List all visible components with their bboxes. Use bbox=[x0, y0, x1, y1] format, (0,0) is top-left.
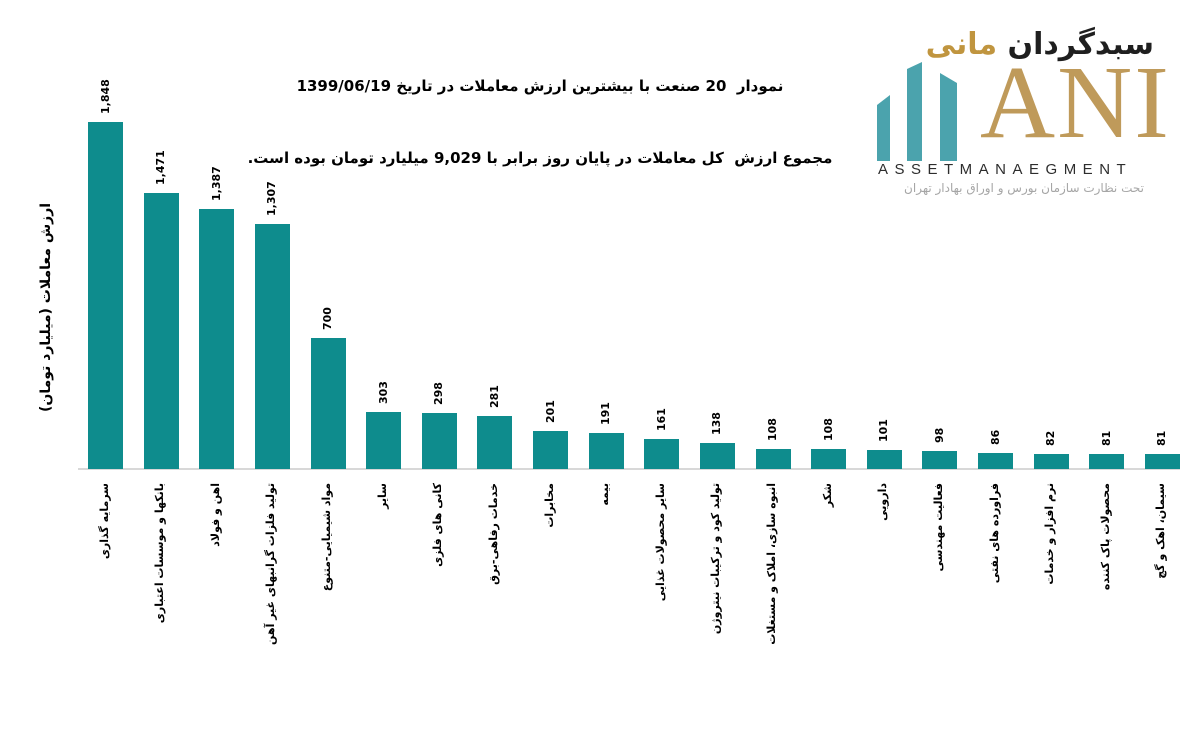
bar bbox=[1033, 453, 1069, 469]
bar-value-label: 191 bbox=[599, 402, 613, 426]
bar bbox=[88, 122, 123, 469]
bar bbox=[922, 450, 958, 469]
bar bbox=[533, 431, 569, 469]
bar-value-label: 138 bbox=[710, 412, 724, 436]
bar bbox=[366, 412, 402, 469]
category-label: سرمایه گذاری bbox=[97, 483, 111, 560]
category-label: اهن و فولاد bbox=[208, 483, 222, 547]
bar bbox=[1089, 453, 1125, 469]
bar bbox=[1144, 453, 1180, 469]
category-label: فراورده های نفتی bbox=[987, 483, 1001, 584]
chart-title: نمودار 20 صنعت با بیشترین ارزش معاملات د… bbox=[160, 26, 920, 218]
bar bbox=[421, 413, 457, 469]
category-label: تولید فلزات گرانبهای غیر آهن bbox=[264, 483, 278, 645]
bar-value-label: 101 bbox=[877, 419, 891, 443]
logo-brand-en: ANI bbox=[980, 45, 1171, 160]
category-label: بانکها و موسسات اعتباری bbox=[153, 483, 167, 624]
bar bbox=[866, 450, 902, 469]
bar bbox=[143, 192, 179, 469]
bar-value-label: 281 bbox=[487, 385, 501, 409]
bar bbox=[310, 337, 346, 469]
bar bbox=[254, 223, 290, 469]
category-label: شکر bbox=[820, 483, 834, 508]
bar bbox=[644, 438, 680, 469]
logo-tagline: تحت نظارت سازمان بورس و اوراق بهادار تهر… bbox=[904, 181, 1144, 195]
bar-value-label: 298 bbox=[432, 382, 446, 406]
logo-brand-persian: سبدگردان مانی bbox=[926, 27, 1154, 62]
bar-value-label: 81 bbox=[1099, 430, 1113, 446]
category-label: مواد شیمیایی-متنوع bbox=[320, 483, 334, 592]
x-axis-line bbox=[78, 468, 1180, 470]
bar bbox=[811, 448, 847, 469]
category-label: کانی های فلزی bbox=[431, 483, 445, 567]
logo-bars-icon bbox=[877, 62, 957, 161]
bar-value-label: 81 bbox=[1155, 430, 1169, 446]
bar-value-label: 98 bbox=[932, 427, 946, 443]
chart-title-line1: نمودار 20 صنعت با بیشترین ارزش معاملات د… bbox=[296, 77, 784, 95]
bar-value-label: 108 bbox=[766, 417, 780, 441]
bar-value-label: 303 bbox=[376, 381, 390, 405]
bar-value-label: 86 bbox=[988, 429, 1002, 445]
bar bbox=[477, 416, 513, 469]
logo-brand-persian-mani: مانی bbox=[925, 27, 998, 62]
bar-value-label: 1,307 bbox=[265, 180, 279, 216]
bar-value-label: 1,848 bbox=[98, 79, 112, 114]
bar-value-label: 1,387 bbox=[209, 165, 223, 201]
chart-title-line2: مجموع ارزش کل معاملات در پایان روز برابر… bbox=[247, 149, 833, 167]
logo-subtitle-en: ASSETMANAEGMENT bbox=[878, 161, 1133, 178]
bar-value-label: 700 bbox=[321, 306, 335, 330]
category-label: مخابرات bbox=[542, 483, 556, 528]
logo-brand-persian-name: سبدگردان bbox=[1007, 27, 1154, 62]
category-label: بیمه bbox=[598, 483, 612, 506]
bar bbox=[588, 433, 624, 469]
bar bbox=[199, 208, 235, 469]
category-label: سیمان، اهک و گچ bbox=[1154, 483, 1168, 579]
category-label: انبوه سازی، املاک و مستغلات bbox=[765, 483, 779, 645]
bar-value-label: 201 bbox=[543, 400, 557, 424]
category-label: فعالیت مهندسی bbox=[931, 483, 945, 572]
bar-value-label: 82 bbox=[1044, 430, 1058, 446]
category-label: نرم افزار و خدمات bbox=[1043, 483, 1057, 585]
company-logo: سبدگردان مانی ANI ASSETMANAEGMENT تحت نظ… bbox=[868, 15, 1180, 203]
bar-value-label: 108 bbox=[821, 417, 835, 441]
bar bbox=[699, 443, 735, 469]
category-label: سایر محصولات غذایی bbox=[653, 483, 667, 602]
category-label: محصولات پاک کننده bbox=[1098, 483, 1112, 591]
bar-value-label: 161 bbox=[654, 407, 668, 431]
bar bbox=[978, 452, 1014, 469]
bar-value-label: 1,471 bbox=[154, 149, 168, 185]
category-label: دارویی bbox=[876, 483, 890, 521]
bar bbox=[755, 448, 791, 469]
category-label: خدمات رفاهی-برق bbox=[486, 483, 500, 585]
category-label: سایر bbox=[375, 483, 389, 509]
category-label: تولید کود و ترکیبات نیتروژن bbox=[709, 483, 723, 635]
